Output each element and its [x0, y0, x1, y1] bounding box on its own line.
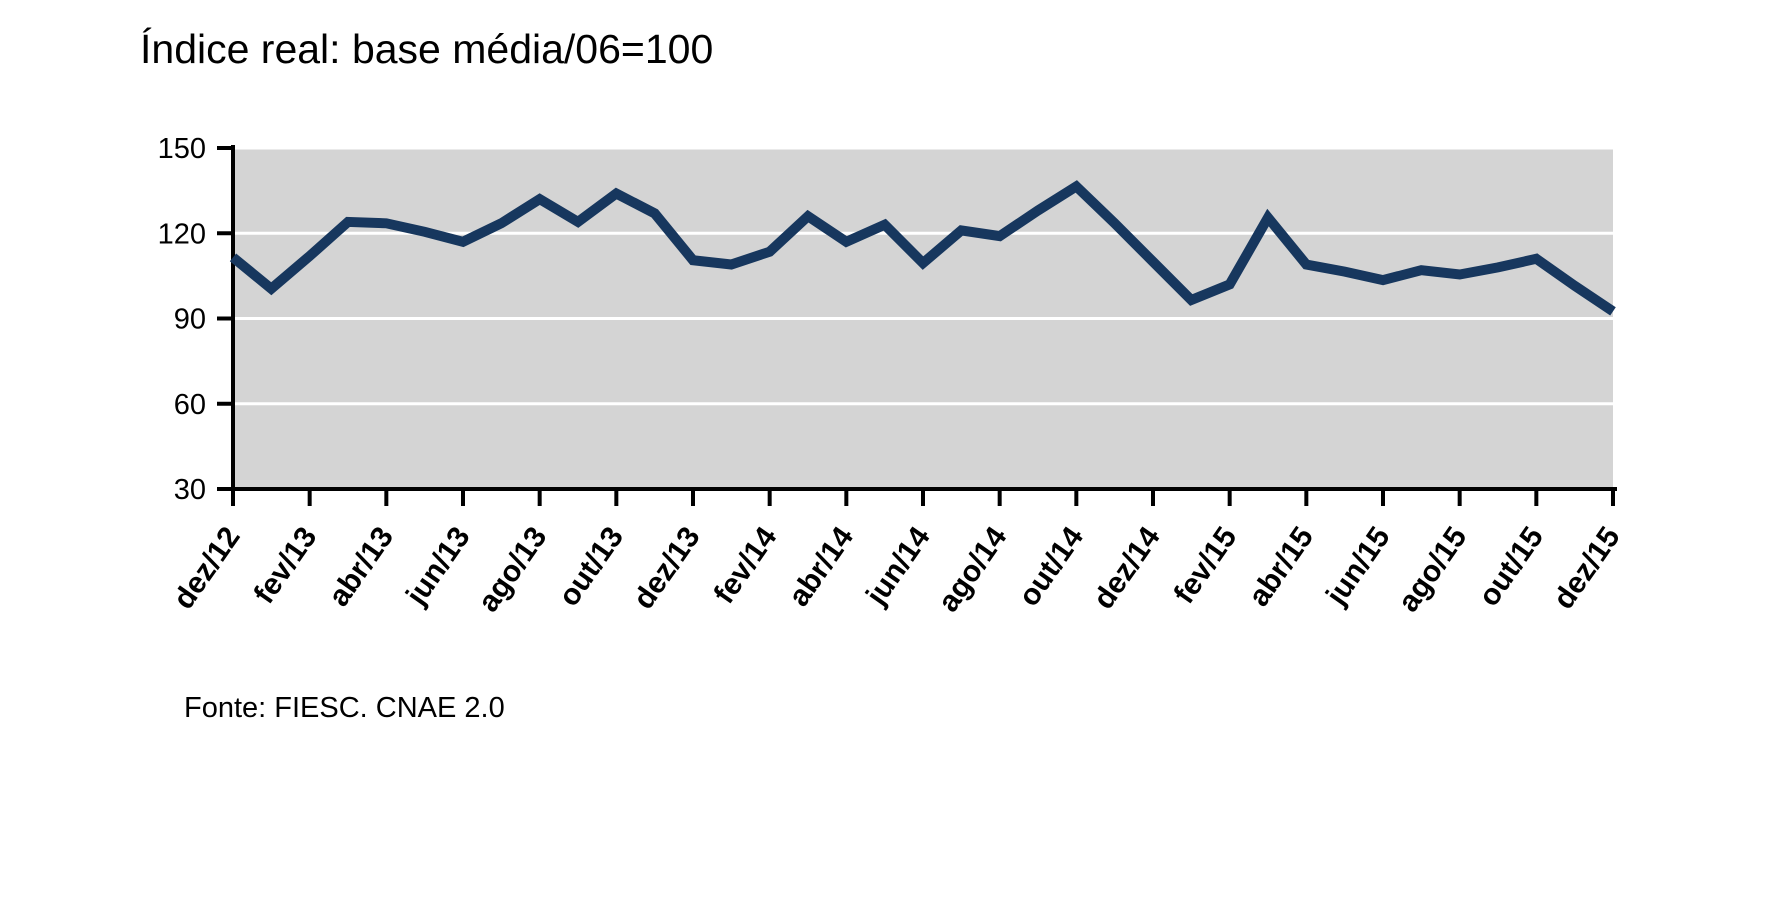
y-axis-labels: 30 60 90 120 150 — [158, 133, 206, 506]
chart-title: Índice real: base média/06=100 — [140, 26, 714, 72]
y-tick-label: 150 — [158, 133, 206, 165]
x-tick-label: ago/13 — [472, 521, 554, 618]
gridlines — [233, 146, 1613, 406]
x-tick-label: out/14 — [1012, 521, 1090, 613]
x-tick-label: out/15 — [1472, 521, 1550, 612]
x-tick-label: dez/12 — [167, 521, 247, 615]
x-tick-label: abr/15 — [1242, 521, 1320, 612]
x-tick-label: jun/13 — [399, 521, 476, 612]
x-tick-label: jun/14 — [859, 521, 937, 612]
x-tick-label: fev/15 — [1168, 521, 1244, 610]
y-tick-label: 90 — [174, 304, 206, 336]
y-tick-label: 30 — [174, 474, 206, 506]
x-tick-label: fev/13 — [248, 521, 324, 610]
data-line — [229, 180, 1616, 316]
y-tick-label: 120 — [158, 218, 206, 250]
x-tick-label: fev/14 — [708, 521, 784, 610]
x-tick-label: dez/14 — [1087, 521, 1167, 615]
x-tick-label: dez/15 — [1547, 521, 1627, 615]
x-tick-label: dez/13 — [627, 521, 707, 615]
x-tick-label: ago/15 — [1392, 521, 1474, 618]
x-tick-label: out/13 — [552, 521, 630, 612]
x-tick-label: ago/14 — [932, 521, 1014, 618]
axes — [217, 145, 1617, 506]
x-tick-label: abr/13 — [322, 521, 400, 612]
x-tick-label: abr/14 — [782, 521, 860, 613]
y-tick-label: 60 — [174, 389, 206, 421]
x-tick-label: jun/15 — [1319, 521, 1396, 612]
source-note: Fonte: FIESC. CNAE 2.0 — [184, 692, 505, 724]
